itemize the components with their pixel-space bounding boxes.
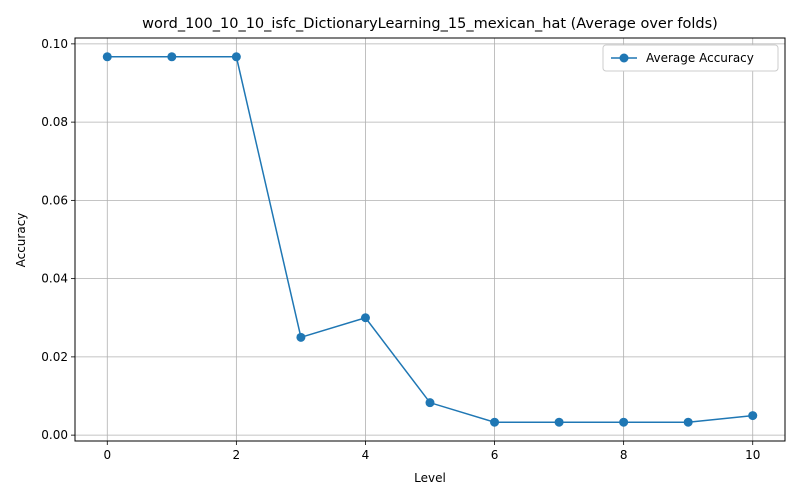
data-point-marker — [102, 52, 112, 62]
legend-marker-swatch — [619, 53, 629, 63]
y-tick-label: 0.10 — [41, 37, 68, 51]
x-tick-label: 6 — [491, 448, 499, 462]
data-point-marker — [231, 52, 241, 62]
x-tick-label: 4 — [362, 448, 370, 462]
y-tick-label: 0.00 — [41, 428, 68, 442]
data-point-marker — [683, 417, 693, 427]
x-tick-label: 8 — [620, 448, 628, 462]
data-point-marker — [490, 417, 500, 427]
grid-layer — [75, 38, 785, 441]
legend-box — [602, 44, 779, 72]
chart-title: word_100_10_10_isfc_DictionaryLearning_1… — [142, 16, 718, 32]
x-tick-label: 10 — [745, 448, 760, 462]
y-tick-label: 0.06 — [41, 193, 68, 207]
y-tick-label: 0.04 — [41, 272, 68, 286]
data-point-marker — [167, 52, 177, 62]
plot-frame — [74, 37, 786, 442]
legend: Average Accuracy — [602, 44, 779, 72]
data-point-marker — [425, 398, 435, 408]
data-point-marker — [296, 332, 306, 342]
data-point-marker — [554, 417, 564, 427]
y-axis-title: Accuracy — [14, 213, 28, 268]
data-point-marker — [748, 411, 758, 421]
ticks-layer: 0 2 4 6 8 10 0.00 0.02 0.04 0.06 0.08 0.10 — [41, 37, 760, 462]
y-tick-label: 0.02 — [41, 350, 68, 364]
x-tick-label: 2 — [233, 448, 241, 462]
data-point-marker — [619, 417, 629, 427]
x-axis-title: Level — [414, 471, 446, 485]
legend-label: Average Accuracy — [646, 51, 754, 65]
x-tick-label: 0 — [103, 448, 111, 462]
series-layer — [102, 52, 758, 427]
y-tick-label: 0.08 — [41, 115, 68, 129]
data-point-marker — [360, 313, 370, 323]
